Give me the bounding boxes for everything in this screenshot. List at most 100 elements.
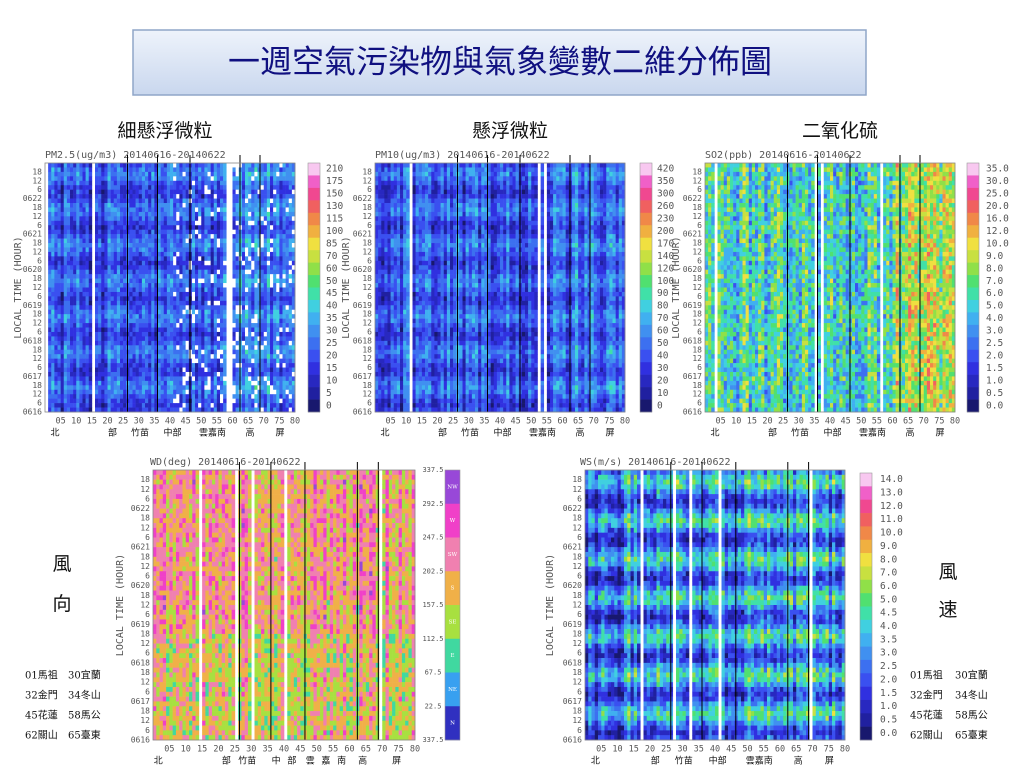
heatmap-cell [120, 207, 124, 213]
heatmap-cell [425, 194, 429, 199]
heatmap-cell [223, 274, 227, 279]
heatmap-cell [191, 340, 196, 346]
heatmap-cell [66, 211, 71, 217]
heatmap-cell [562, 189, 566, 195]
heatmap-cell [245, 194, 249, 199]
heatmap-cell [166, 354, 171, 359]
heatmap-cell [400, 171, 404, 177]
heatmap-cell [223, 225, 227, 230]
heatmap-cell [166, 256, 171, 262]
heatmap-cell [213, 234, 218, 239]
heatmap-cell [185, 207, 190, 213]
heatmap-cell [248, 358, 252, 364]
heatmap-cell [57, 309, 61, 315]
heatmap-cell [57, 194, 61, 199]
heatmap-cell [88, 367, 93, 373]
heatmap-cell [148, 251, 152, 257]
heatmap-cell [66, 185, 71, 190]
heatmap-cell [148, 234, 152, 239]
heatmap-cell [182, 171, 186, 177]
heatmap-cell [245, 216, 249, 222]
heatmap-cell [254, 394, 258, 399]
heatmap-cell [550, 189, 554, 195]
y-tick-label: 12 [32, 319, 42, 328]
heatmap-cell [95, 287, 99, 293]
heatmap-cell [54, 180, 58, 186]
heatmap-cell [66, 243, 71, 248]
heatmap-cell [48, 380, 52, 386]
heatmap-cell [540, 176, 545, 182]
heatmap-cell [241, 309, 246, 315]
heatmap-cell [70, 371, 74, 377]
heatmap-cell [76, 185, 80, 190]
heatmap-cell [79, 380, 83, 386]
heatmap-cell [606, 163, 610, 168]
heatmap-cell [166, 278, 171, 284]
heatmap-cell [251, 283, 255, 288]
heatmap-cell [85, 238, 90, 244]
heatmap-cell [503, 163, 507, 168]
heatmap-cell [606, 189, 610, 195]
heatmap-cell [51, 269, 55, 275]
heatmap-cell [421, 167, 426, 173]
heatmap-cell [213, 194, 218, 199]
heatmap-cell [195, 331, 199, 337]
heatmap-cell [148, 163, 152, 168]
heatmap-cell [263, 309, 268, 315]
heatmap-cell [98, 287, 102, 293]
heatmap-cell [129, 300, 133, 306]
heatmap-cell [107, 407, 111, 413]
heatmap-cell [204, 305, 208, 311]
heatmap-cell [446, 171, 451, 177]
heatmap-cell [173, 376, 177, 382]
heatmap-cell [54, 309, 58, 315]
heatmap-cell [176, 225, 180, 230]
heatmap-cell [263, 189, 268, 195]
heatmap-cell [406, 198, 410, 204]
heatmap-cell [123, 291, 127, 297]
heatmap-cell [291, 336, 296, 342]
colorbar-label: 100 [326, 226, 343, 237]
heatmap-cell [113, 340, 118, 346]
heatmap-cell [157, 358, 161, 364]
heatmap-cell [54, 318, 58, 324]
heatmap-cell [528, 189, 532, 195]
heatmap-cell [213, 243, 218, 248]
heatmap-cell [490, 189, 495, 195]
heatmap-cell [113, 300, 118, 306]
heatmap-cell [148, 309, 152, 315]
heatmap-cell [95, 176, 99, 182]
heatmap-cell [120, 345, 124, 351]
heatmap-cell [235, 385, 240, 391]
heatmap-cell [141, 371, 146, 377]
heatmap-cell [70, 363, 74, 368]
heatmap-cell [73, 163, 77, 168]
heatmap-cell [110, 167, 115, 173]
heatmap-cell [163, 194, 168, 199]
heatmap-cell [534, 171, 538, 177]
heatmap-cell [85, 314, 90, 319]
heatmap-cell [484, 180, 488, 186]
heatmap-cell [198, 216, 202, 222]
heatmap-cell [515, 185, 520, 190]
heatmap-cell [129, 238, 133, 244]
heatmap-cell [132, 363, 136, 368]
heatmap-cell [603, 163, 607, 168]
heatmap-cell [110, 176, 115, 182]
heatmap-cell [471, 189, 476, 195]
heatmap-cell [291, 349, 296, 355]
heatmap-cell [63, 340, 68, 346]
heatmap-cell [232, 256, 236, 262]
heatmap-cell [85, 207, 90, 213]
heatmap-cell [73, 394, 77, 399]
heatmap-cell [251, 238, 255, 244]
heatmap-cell [57, 287, 61, 293]
heatmap-cell [282, 354, 286, 359]
heatmap-cell [151, 229, 155, 235]
heatmap-cell [257, 398, 261, 404]
heatmap-cell [141, 243, 146, 248]
heatmap-cell [201, 198, 205, 204]
heatmap-cell [57, 331, 61, 337]
heatmap-cell [207, 163, 211, 168]
heatmap-cell [154, 314, 158, 319]
